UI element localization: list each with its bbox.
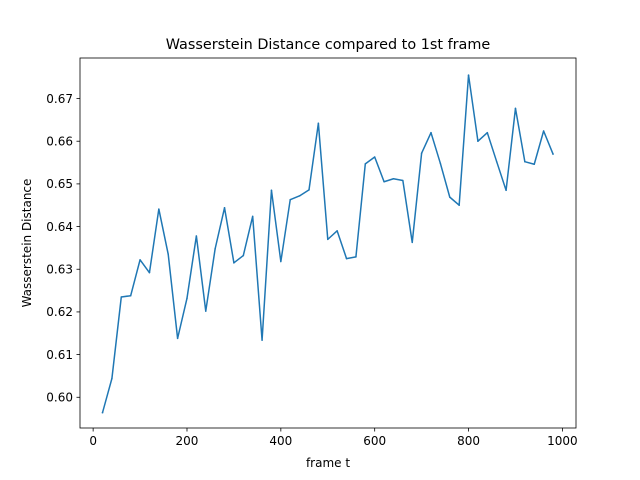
data-point xyxy=(467,74,470,76)
data-point xyxy=(120,296,123,298)
data-point xyxy=(430,131,432,134)
y-tick-label: 0.67 xyxy=(46,92,73,106)
data-point xyxy=(298,195,301,197)
data-point xyxy=(186,297,188,300)
data-point xyxy=(289,198,291,201)
data-point xyxy=(111,377,113,380)
y-tick-label: 0.62 xyxy=(46,305,73,319)
data-point xyxy=(129,294,132,297)
data-point xyxy=(495,160,498,163)
x-axis-label: frame t xyxy=(306,456,350,470)
data-point xyxy=(205,310,207,312)
y-tick-label: 0.61 xyxy=(46,348,73,362)
data-point xyxy=(542,130,545,132)
data-point xyxy=(420,152,423,154)
data-point xyxy=(308,189,310,191)
x-axis: 0 200 400 600 800 1000 xyxy=(89,428,578,448)
data-point xyxy=(242,254,245,257)
y-tick-label: 0.60 xyxy=(46,391,73,405)
x-tick-label: 400 xyxy=(269,434,292,448)
data-point xyxy=(514,107,517,110)
y-axis-label: Wasserstein Distance xyxy=(20,179,34,308)
x-tick-label: 1000 xyxy=(547,434,578,448)
data-point xyxy=(327,238,329,241)
data-point xyxy=(477,140,479,142)
y-tick-label: 0.66 xyxy=(46,135,73,149)
data-point xyxy=(449,196,451,198)
data-point xyxy=(355,256,357,258)
data-point xyxy=(373,156,376,158)
y-tick-label: 0.64 xyxy=(46,220,73,234)
data-point xyxy=(383,181,385,183)
data-point xyxy=(533,163,535,166)
series-layer xyxy=(101,74,554,414)
data-point xyxy=(345,257,348,260)
data-point xyxy=(336,230,338,232)
x-tick-label: 600 xyxy=(363,434,386,448)
x-tick-label: 200 xyxy=(176,434,199,448)
data-point xyxy=(505,189,507,192)
data-point xyxy=(148,271,151,274)
y-tick-label: 0.63 xyxy=(46,263,73,277)
data-point xyxy=(139,259,141,261)
plot-frame xyxy=(79,57,577,429)
data-point xyxy=(223,207,226,209)
data-point xyxy=(392,178,395,180)
data-point xyxy=(214,248,216,250)
data-point xyxy=(176,337,179,340)
data-point xyxy=(195,235,198,237)
data-point xyxy=(364,163,367,165)
data-point xyxy=(486,131,489,134)
x-tick-label: 0 xyxy=(89,434,97,448)
data-point xyxy=(458,204,460,206)
data-point xyxy=(251,215,254,218)
data-point xyxy=(158,208,160,210)
data-point xyxy=(439,162,442,165)
data-point xyxy=(167,253,169,256)
data-point xyxy=(524,160,526,163)
data-point xyxy=(270,189,273,192)
data-point xyxy=(280,260,282,263)
data-point xyxy=(317,122,320,125)
y-axis: 0.60 0.61 0.62 0.63 0.64 0.65 0.66 0.67 xyxy=(46,92,80,405)
data-point xyxy=(261,339,263,341)
y-tick-label: 0.65 xyxy=(46,177,73,191)
data-point xyxy=(233,262,235,264)
data-point xyxy=(552,153,554,155)
x-tick-label: 800 xyxy=(457,434,480,448)
data-point xyxy=(402,179,404,182)
data-point xyxy=(411,241,413,244)
data-point xyxy=(101,411,104,414)
chart-title: Wasserstein Distance compared to 1st fra… xyxy=(166,37,491,53)
